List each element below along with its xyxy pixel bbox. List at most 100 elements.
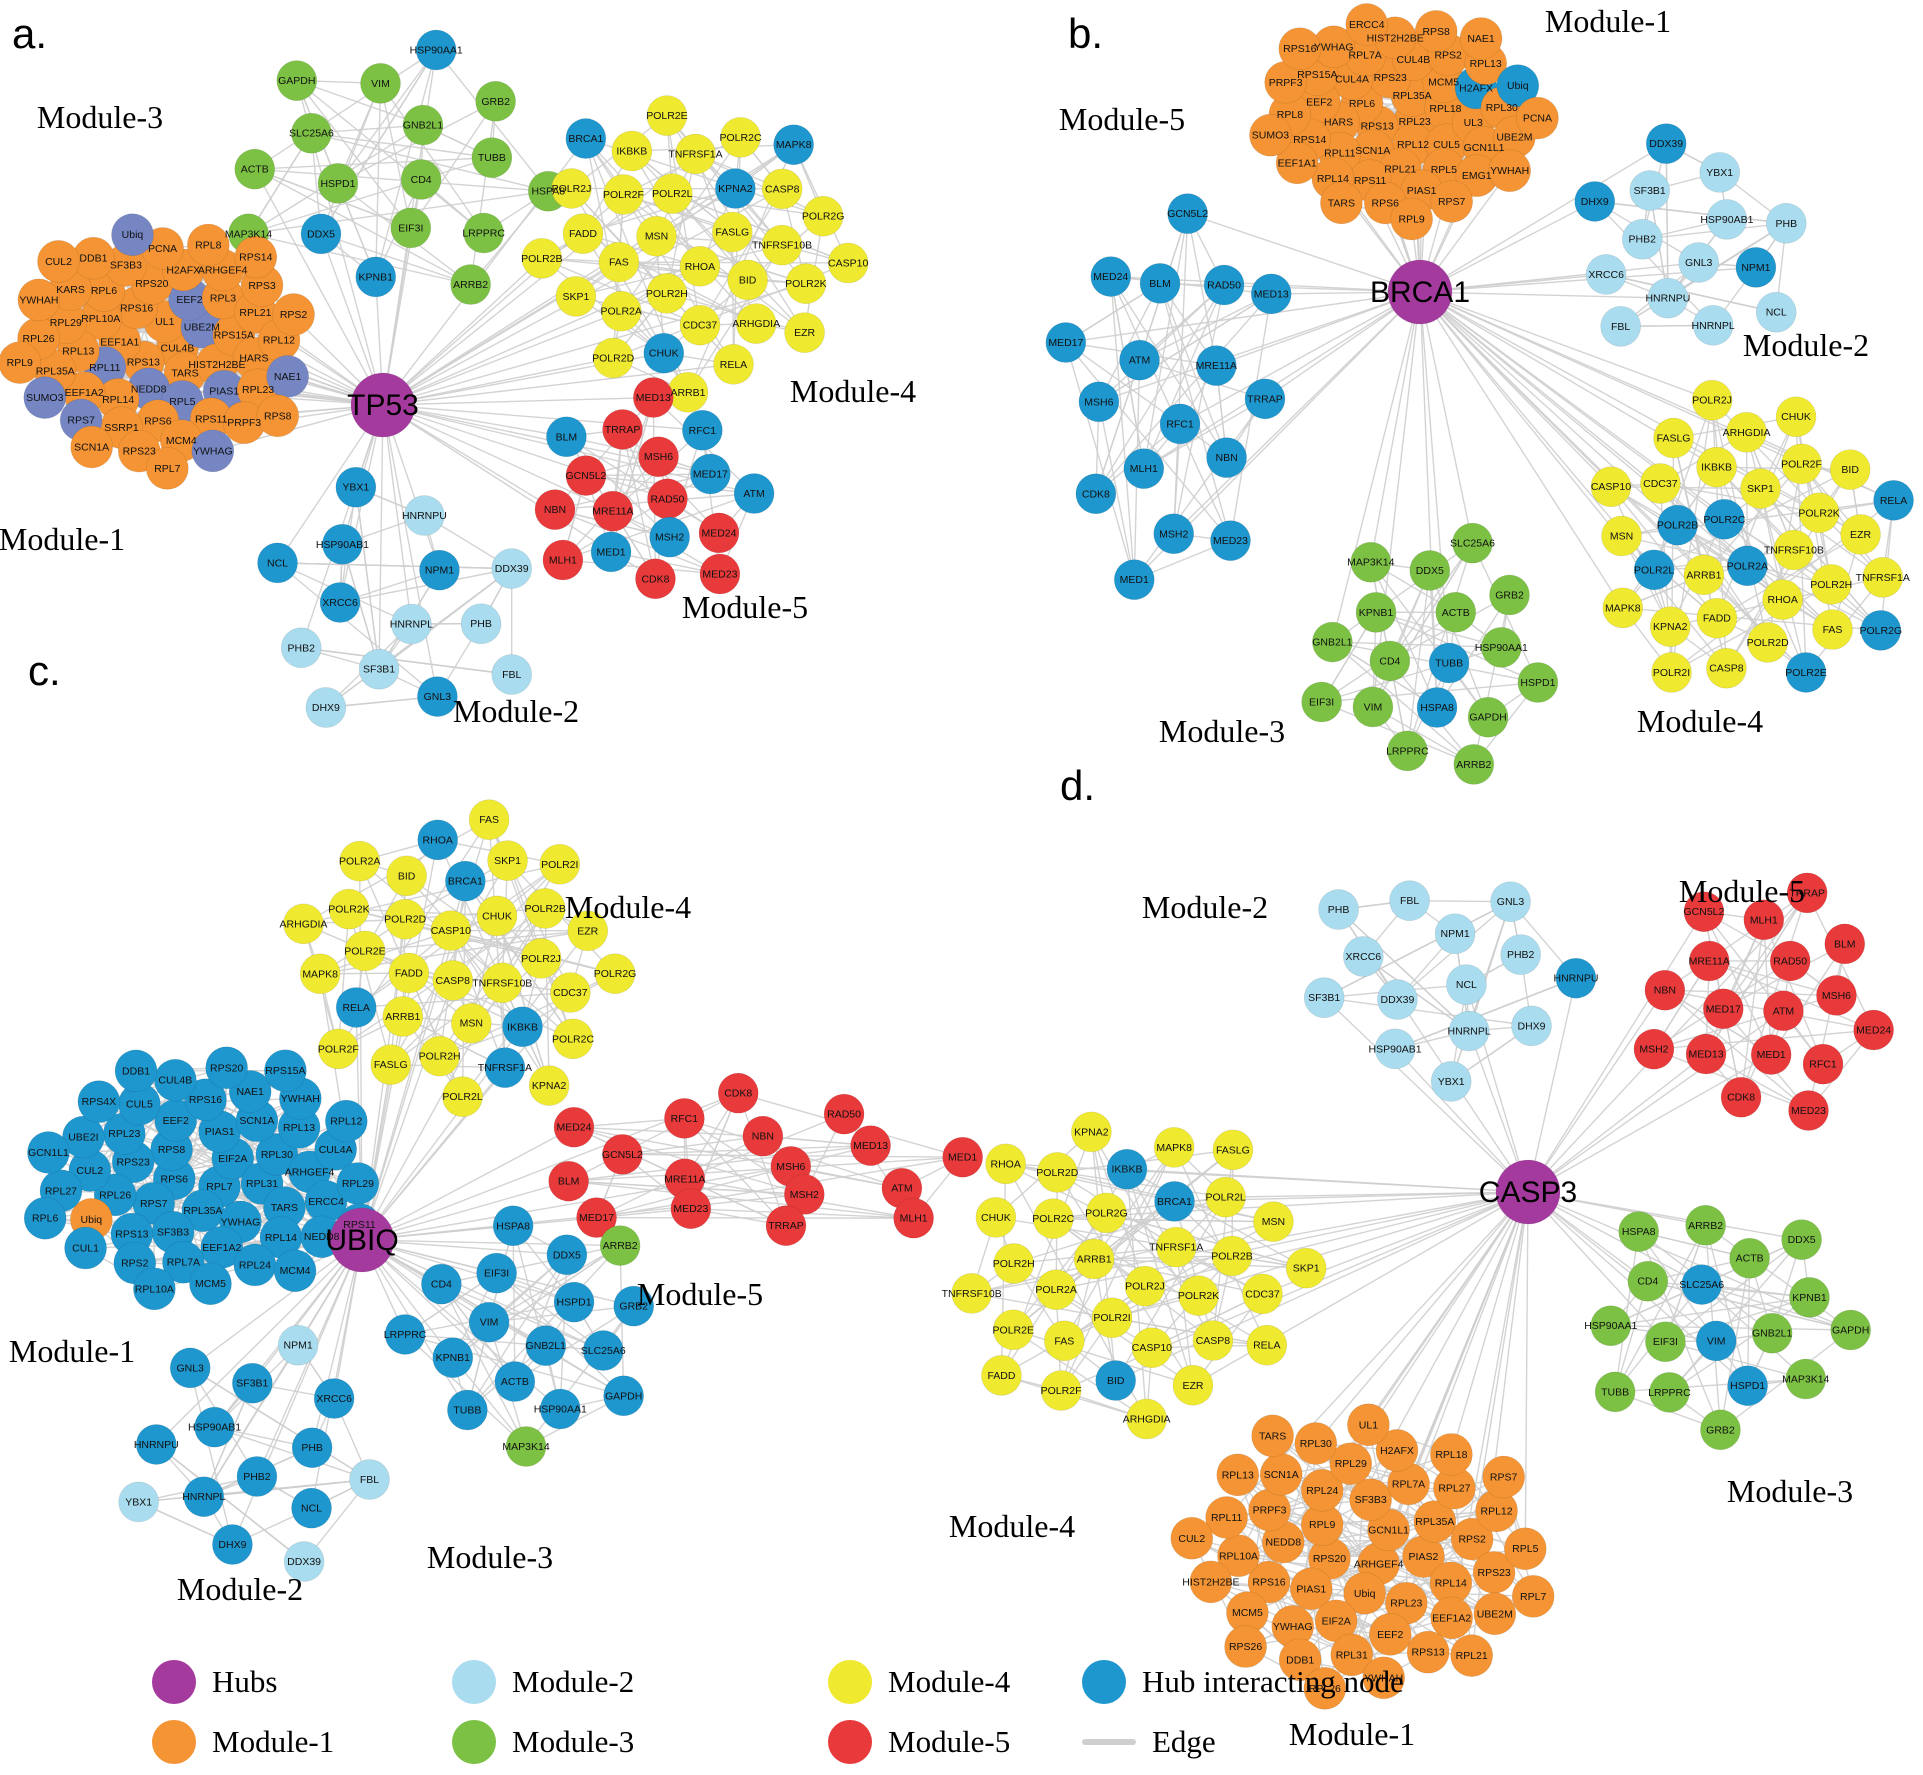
node-POLR2I[interactable] <box>539 843 581 885</box>
node-GNL3[interactable] <box>1678 242 1719 283</box>
node-CD4[interactable] <box>1627 1260 1669 1302</box>
node-RPS2[interactable] <box>272 293 315 336</box>
node-RPL9[interactable] <box>1390 197 1433 241</box>
node-POLR2H[interactable] <box>646 273 688 314</box>
node-FADD[interactable] <box>1696 597 1738 639</box>
node-MAP3K14[interactable] <box>1785 1358 1827 1400</box>
node-TNFRSF1A[interactable] <box>1862 557 1904 598</box>
node-MAPK8[interactable] <box>299 953 341 995</box>
node-RPL35A[interactable] <box>1413 1500 1457 1543</box>
node-HNRNPL[interactable] <box>1448 1010 1490 1052</box>
node-RELA[interactable] <box>713 344 754 385</box>
node-POLR2K[interactable] <box>1798 492 1840 534</box>
node-SCN1A[interactable] <box>1259 1453 1303 1496</box>
node-POLR2J[interactable] <box>551 168 592 209</box>
node-MLH1[interactable] <box>893 1197 934 1239</box>
node-MAPK8[interactable] <box>1602 587 1644 629</box>
node-POLR2D[interactable] <box>1037 1152 1078 1193</box>
node-SLC25A6[interactable] <box>1452 522 1493 564</box>
node-TNFRSF10B[interactable] <box>481 962 523 1004</box>
node-RPS13[interactable] <box>1406 1630 1450 1674</box>
node-ATM[interactable] <box>733 473 775 514</box>
node-RPL18[interactable] <box>1430 1433 1473 1476</box>
node-SUMO3[interactable] <box>23 376 67 419</box>
node-PHB[interactable] <box>291 1427 333 1468</box>
node-POLR2D[interactable] <box>384 898 426 940</box>
node-HNRNPL[interactable] <box>391 603 432 645</box>
node-ARRB1[interactable] <box>1683 554 1725 596</box>
node-VIM[interactable] <box>1695 1320 1737 1362</box>
node-ACTB[interactable] <box>494 1361 536 1402</box>
node-RPL9[interactable] <box>0 341 42 384</box>
node-SF3B1[interactable] <box>358 648 400 690</box>
node-MED1[interactable] <box>590 531 632 573</box>
node-NCL[interactable] <box>1755 291 1797 333</box>
hub-UBIQ[interactable] <box>329 1207 395 1273</box>
node-DHX9[interactable] <box>1511 1005 1552 1047</box>
node-SUMO3[interactable] <box>1249 113 1292 157</box>
node-HSP90AA1[interactable] <box>415 29 457 71</box>
node-ARRB2[interactable] <box>1685 1205 1726 1246</box>
node-PCNA[interactable] <box>1516 96 1559 140</box>
node-MLH1[interactable] <box>1743 899 1785 941</box>
node-YWHAH[interactable] <box>1362 1656 1406 1700</box>
node-MED13[interactable] <box>1685 1033 1727 1075</box>
node-MCM5[interactable] <box>189 1262 232 1306</box>
node-NBN[interactable] <box>742 1115 784 1157</box>
node-PHB2[interactable] <box>280 627 322 669</box>
node-MED23[interactable] <box>670 1188 712 1229</box>
node-ARRB2[interactable] <box>1453 744 1495 785</box>
node-VIM[interactable] <box>468 1301 510 1343</box>
node-MED24[interactable] <box>698 512 740 554</box>
node-CUL2[interactable] <box>37 240 80 283</box>
node-YBX1[interactable] <box>1699 152 1741 193</box>
node-TUBB[interactable] <box>1428 642 1470 684</box>
node-NPM1[interactable] <box>419 549 460 591</box>
node-FBL[interactable] <box>491 654 533 695</box>
node-HSP90AA1[interactable] <box>1481 627 1522 668</box>
node-SLC25A6[interactable] <box>582 1330 624 1371</box>
node-POLR2G[interactable] <box>1860 610 1902 651</box>
node-ARHGDIA[interactable] <box>1126 1398 1167 1440</box>
node-BRCA1[interactable] <box>445 860 486 902</box>
node-BRCA1[interactable] <box>1154 1181 1195 1222</box>
node-CD4[interactable] <box>1369 640 1411 682</box>
node-TRRAP[interactable] <box>1786 872 1828 914</box>
node-RPL30[interactable] <box>1294 1422 1338 1465</box>
node-CASP8[interactable] <box>761 168 803 210</box>
node-ARRB1[interactable] <box>382 996 424 1037</box>
node-BID[interactable] <box>727 259 768 301</box>
node-POLR2F[interactable] <box>318 1028 359 1070</box>
node-NBN[interactable] <box>534 489 576 530</box>
node-TRRAP[interactable] <box>602 409 643 450</box>
node-ATM[interactable] <box>1119 339 1160 381</box>
node-POLR2H[interactable] <box>1810 564 1852 605</box>
node-RHOA[interactable] <box>417 819 459 861</box>
node-IKBKB[interactable] <box>1106 1148 1148 1190</box>
node-HNRNPU[interactable] <box>1647 277 1689 319</box>
node-MED24[interactable] <box>1090 256 1132 297</box>
node-GCN5L2[interactable] <box>1167 193 1208 234</box>
node-EIF3I[interactable] <box>476 1252 517 1294</box>
node-MSH6[interactable] <box>1078 381 1120 423</box>
node-CHUK[interactable] <box>643 332 685 374</box>
node-HSPA8[interactable] <box>1618 1211 1659 1252</box>
node-RPL26[interactable] <box>1303 1667 1347 1710</box>
node-RPL7[interactable] <box>1511 1575 1555 1618</box>
node-TNFRSF1A[interactable] <box>675 133 716 175</box>
node-DHX9[interactable] <box>212 1524 253 1565</box>
hub-BRCA1[interactable] <box>1387 259 1453 325</box>
node-DHX9[interactable] <box>305 687 347 728</box>
node-MED23[interactable] <box>1210 520 1251 561</box>
node-RPL13[interactable] <box>1216 1453 1260 1497</box>
node-CUL2[interactable] <box>1170 1516 1214 1560</box>
node-XRCC6[interactable] <box>1343 936 1384 977</box>
node-XRCC6[interactable] <box>1585 254 1627 295</box>
node-DDX39[interactable] <box>1377 979 1418 1020</box>
node-RPS14[interactable] <box>234 235 278 279</box>
node-PHB2[interactable] <box>236 1456 278 1497</box>
node-POLR2B[interactable] <box>521 238 563 279</box>
node-ARRB2[interactable] <box>450 264 491 305</box>
node-BID[interactable] <box>1829 449 1871 490</box>
node-GAPDH[interactable] <box>603 1375 644 1417</box>
